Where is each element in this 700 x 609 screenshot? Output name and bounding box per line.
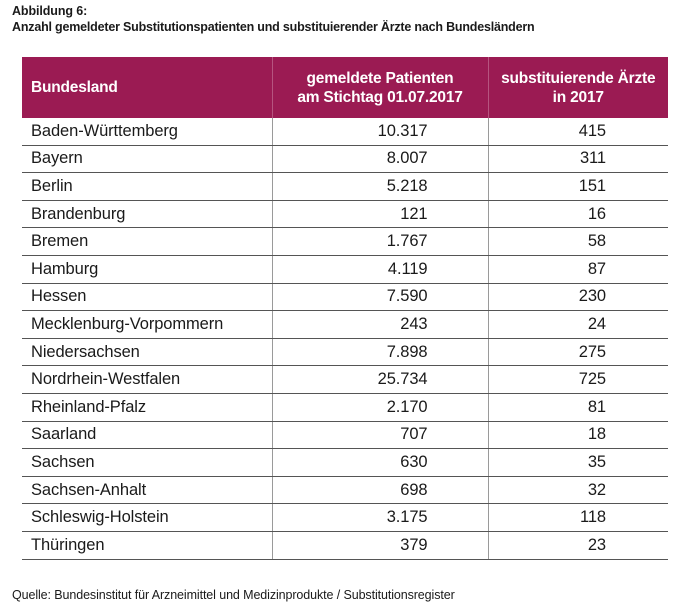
table-row: Hamburg 4.119 87 bbox=[22, 255, 668, 284]
patients-cell: 243 bbox=[272, 310, 489, 339]
doctors-cell: 81 bbox=[488, 393, 668, 422]
doctors-cell: 311 bbox=[488, 145, 668, 174]
patients-cell: 4.119 bbox=[272, 255, 489, 284]
bundesland-cell: Thüringen bbox=[22, 531, 273, 560]
table-row: Bremen 1.767 58 bbox=[22, 227, 668, 256]
table-header: Bundesland gemeldete Patienten am Sticht… bbox=[22, 57, 668, 118]
table-row: Berlin 5.218 151 bbox=[22, 172, 668, 201]
doctors-cell: 24 bbox=[488, 310, 668, 339]
doctors-cell: 32 bbox=[488, 476, 668, 505]
patients-cell: 2.170 bbox=[272, 393, 489, 422]
doctors-cell: 275 bbox=[488, 338, 668, 367]
table-row: Thüringen 379 23 bbox=[22, 531, 668, 560]
table-row: Rheinland-Pfalz 2.170 81 bbox=[22, 393, 668, 422]
bundesland-cell: Mecklenburg-Vorpommern bbox=[22, 310, 273, 339]
patients-cell: 121 bbox=[272, 200, 489, 229]
patients-cell: 698 bbox=[272, 476, 489, 505]
patients-cell: 10.317 bbox=[272, 118, 489, 146]
header-doctors: substituierende Ärzte in 2017 bbox=[488, 57, 668, 118]
table-row: Hessen 7.590 230 bbox=[22, 283, 668, 312]
header-patients-line1: gemeldete Patienten bbox=[306, 69, 454, 87]
patients-cell: 7.898 bbox=[272, 338, 489, 367]
table-row: Baden-Württemberg 10.317 415 bbox=[22, 118, 668, 146]
source-note: Quelle: Bundesinstitut für Arzneimittel … bbox=[12, 588, 455, 602]
header-bundesland: Bundesland bbox=[22, 57, 273, 118]
figure-label: Abbildung 6: bbox=[12, 4, 88, 18]
patients-cell: 3.175 bbox=[272, 503, 489, 532]
doctors-cell: 18 bbox=[488, 421, 668, 450]
bundesland-cell: Berlin bbox=[22, 172, 273, 201]
figure-title: Anzahl gemeldeter Substitutionspatienten… bbox=[12, 20, 535, 34]
patients-cell: 379 bbox=[272, 531, 489, 560]
table-row: Brandenburg 121 16 bbox=[22, 200, 668, 229]
bundesland-cell: Hessen bbox=[22, 283, 273, 312]
patients-cell: 25.734 bbox=[272, 365, 489, 394]
bundesland-cell: Sachsen-Anhalt bbox=[22, 476, 273, 505]
table-row: Sachsen 630 35 bbox=[22, 448, 668, 477]
substitution-table: Bundesland gemeldete Patienten am Sticht… bbox=[22, 57, 668, 560]
table-row: Schleswig-Holstein 3.175 118 bbox=[22, 503, 668, 532]
bundesland-cell: Saarland bbox=[22, 421, 273, 450]
table-row: Saarland 707 18 bbox=[22, 421, 668, 450]
bundesland-cell: Schleswig-Holstein bbox=[22, 503, 273, 532]
bundesland-cell: Rheinland-Pfalz bbox=[22, 393, 273, 422]
table-body: Baden-Württemberg 10.317 415 Bayern 8.007 311… bbox=[22, 118, 668, 560]
doctors-cell: 35 bbox=[488, 448, 668, 477]
patients-cell: 1.767 bbox=[272, 227, 489, 256]
header-patients: gemeldete Patienten am Stichtag 01.07.20… bbox=[272, 57, 489, 118]
patients-cell: 5.218 bbox=[272, 172, 489, 201]
doctors-cell: 87 bbox=[488, 255, 668, 284]
doctors-cell: 230 bbox=[488, 283, 668, 312]
bundesland-cell: Nordrhein-Westfalen bbox=[22, 365, 273, 394]
bundesland-cell: Bremen bbox=[22, 227, 273, 256]
doctors-cell: 16 bbox=[488, 200, 668, 229]
patients-cell: 630 bbox=[272, 448, 489, 477]
doctors-cell: 23 bbox=[488, 531, 668, 560]
doctors-cell: 118 bbox=[488, 503, 668, 532]
bundesland-cell: Brandenburg bbox=[22, 200, 273, 229]
bundesland-cell: Sachsen bbox=[22, 448, 273, 477]
figure-caption: Abbildung 6: Anzahl gemeldeter Substitut… bbox=[12, 3, 535, 35]
doctors-cell: 58 bbox=[488, 227, 668, 256]
header-patients-line2: am Stichtag 01.07.2017 bbox=[297, 88, 463, 106]
table-row: Bayern 8.007 311 bbox=[22, 145, 668, 174]
header-row: Bundesland gemeldete Patienten am Sticht… bbox=[22, 57, 668, 118]
patients-cell: 707 bbox=[272, 421, 489, 450]
doctors-cell: 725 bbox=[488, 365, 668, 394]
table-row: Nordrhein-Westfalen 25.734 725 bbox=[22, 365, 668, 394]
header-doctors-line1: substituierende Ärzte bbox=[501, 69, 656, 87]
bundesland-cell: Bayern bbox=[22, 145, 273, 174]
doctors-cell: 151 bbox=[488, 172, 668, 201]
patients-cell: 8.007 bbox=[272, 145, 489, 174]
patients-cell: 7.590 bbox=[272, 283, 489, 312]
bundesland-cell: Baden-Württemberg bbox=[22, 118, 273, 146]
header-doctors-line2: in 2017 bbox=[552, 88, 604, 106]
table-row: Niedersachsen 7.898 275 bbox=[22, 338, 668, 367]
bundesland-cell: Hamburg bbox=[22, 255, 273, 284]
table-row: Mecklenburg-Vorpommern 243 24 bbox=[22, 310, 668, 339]
table-row: Sachsen-Anhalt 698 32 bbox=[22, 476, 668, 505]
bundesland-cell: Niedersachsen bbox=[22, 338, 273, 367]
doctors-cell: 415 bbox=[488, 118, 668, 146]
